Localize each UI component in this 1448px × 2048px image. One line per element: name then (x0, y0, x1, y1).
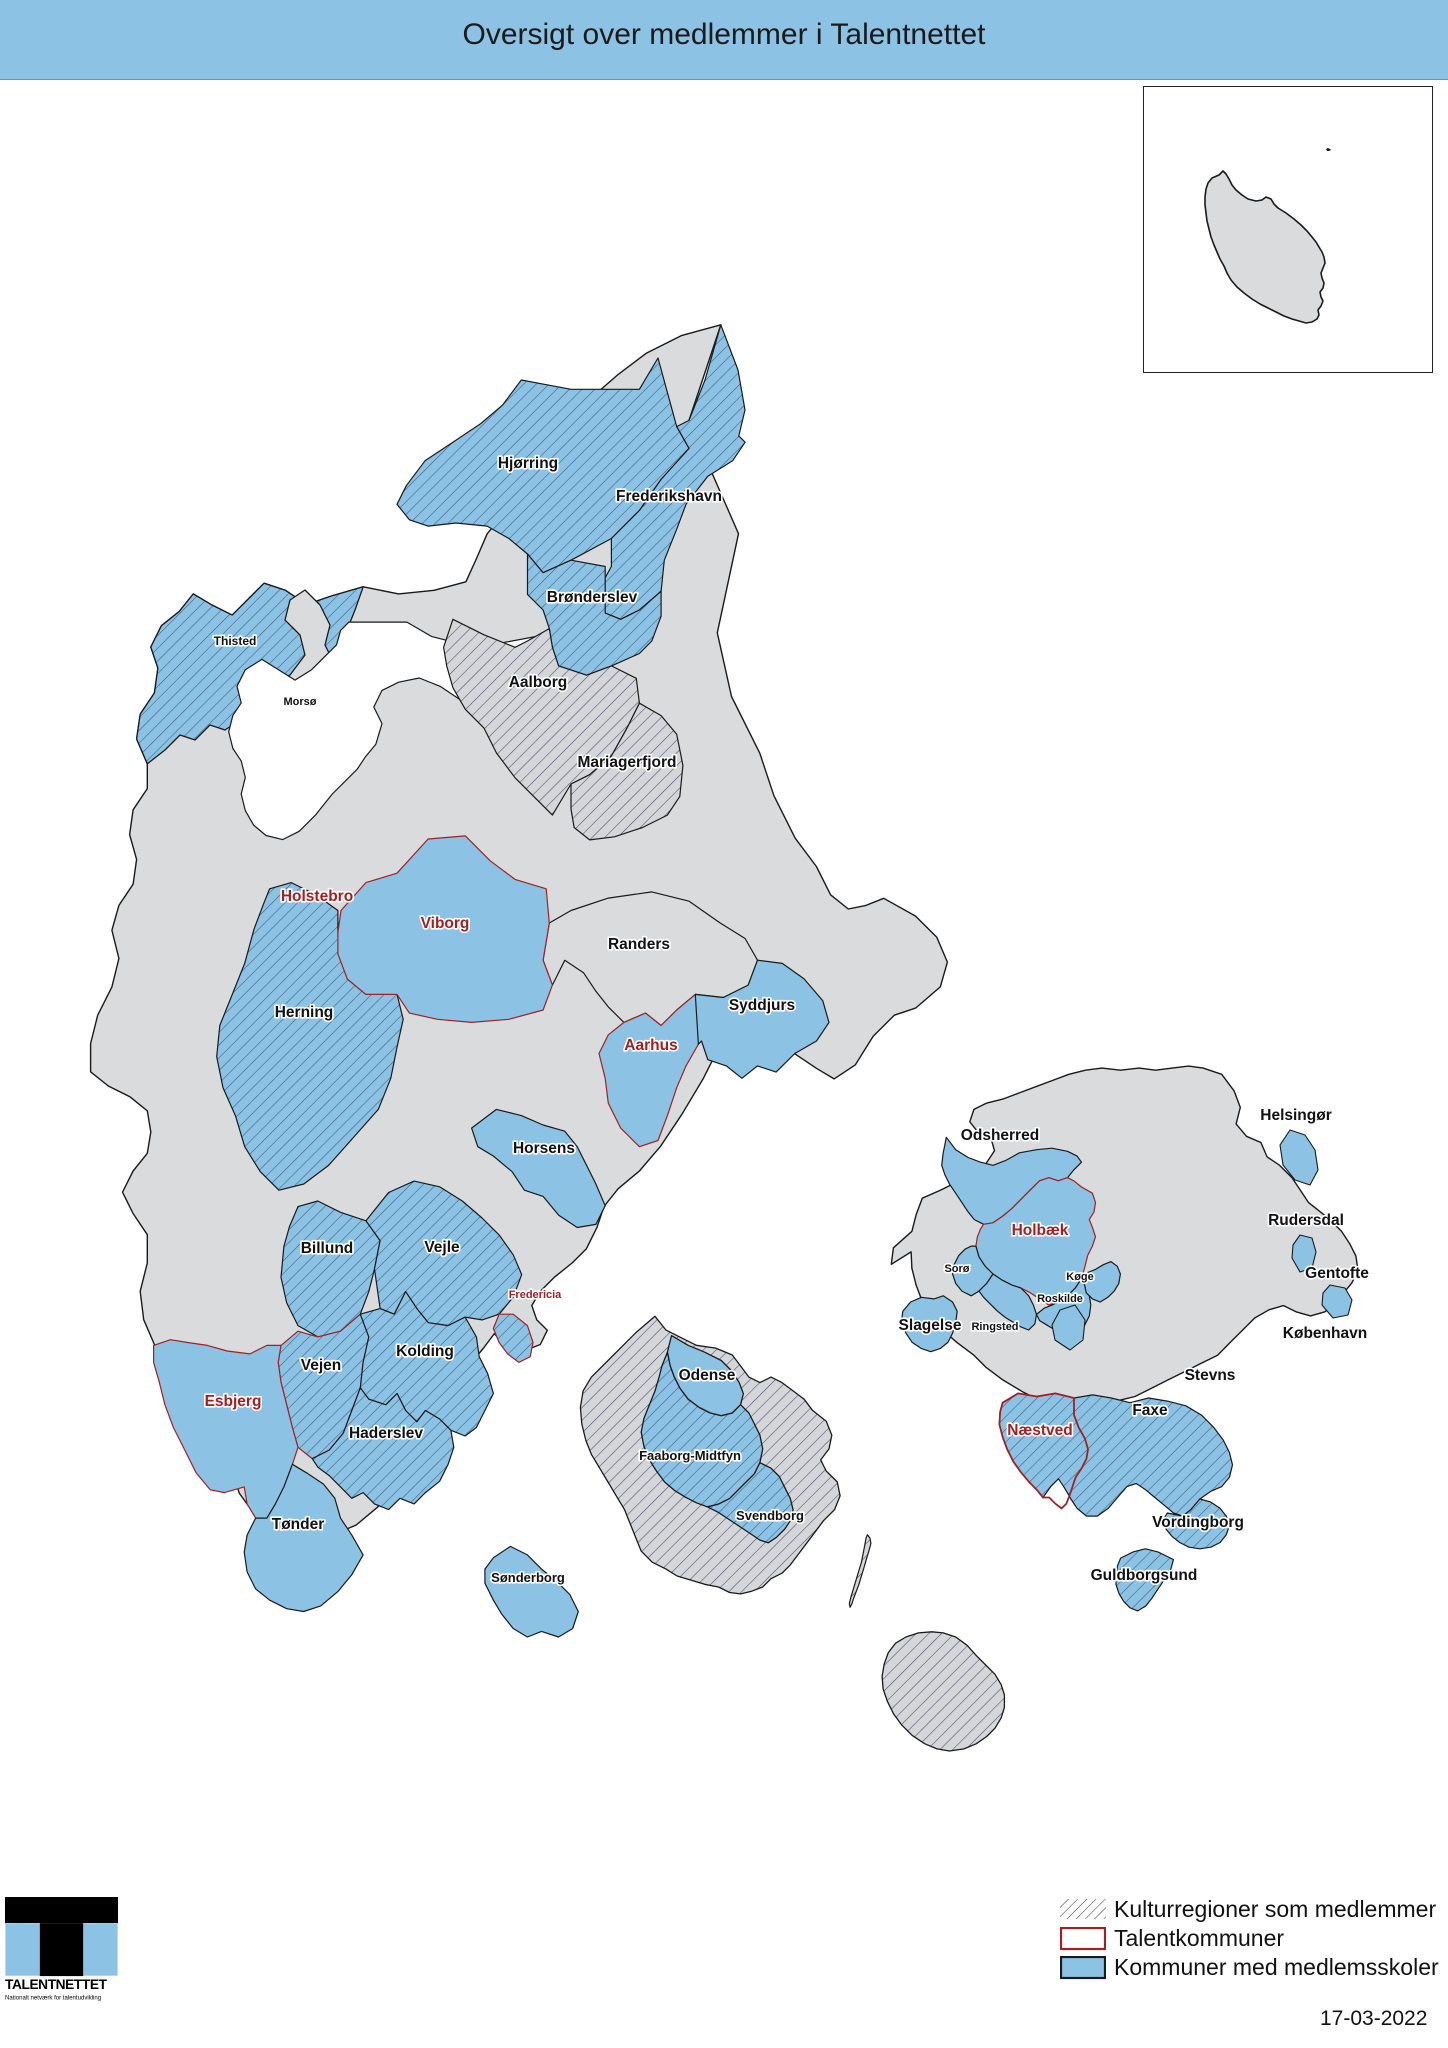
svg-text:Nationalt netværk for talentud: Nationalt netværk for talentudvikling (5, 1996, 101, 2002)
svg-text:Sønderborg: Sønderborg (491, 1570, 565, 1585)
svg-text:Brønderslev: Brønderslev (547, 589, 638, 606)
svg-text:Rudersdal: Rudersdal (1268, 1212, 1344, 1229)
svg-text:Ringsted: Ringsted (971, 1321, 1018, 1333)
svg-text:Fredericia: Fredericia (509, 1289, 562, 1301)
svg-text:Viborg: Viborg (421, 915, 470, 932)
svg-text:Frederikshavn: Frederikshavn (616, 488, 722, 505)
svg-text:Odense: Odense (679, 1367, 736, 1384)
svg-text:Horsens: Horsens (513, 1140, 575, 1157)
svg-text:TALENTNETTET: TALENTNETTET (5, 1977, 108, 1992)
svg-text:Helsingør: Helsingør (1260, 1107, 1331, 1124)
svg-text:Faxe: Faxe (1132, 1402, 1168, 1419)
svg-text:København: København (1283, 1325, 1367, 1342)
svg-text:Svendborg: Svendborg (736, 1508, 804, 1523)
svg-text:Vejen: Vejen (301, 1357, 342, 1374)
svg-text:Guldborgsund: Guldborgsund (1091, 1567, 1198, 1584)
svg-text:Hjørring: Hjørring (498, 455, 558, 472)
svg-text:Vordingborg: Vordingborg (1152, 1514, 1244, 1531)
svg-text:Køge: Køge (1066, 1271, 1094, 1283)
svg-text:Tønder: Tønder (272, 1516, 325, 1533)
svg-text:Mariagerfjord: Mariagerfjord (577, 754, 676, 771)
svg-text:Slagelse: Slagelse (899, 1317, 962, 1334)
svg-text:Holbæk: Holbæk (1012, 1222, 1069, 1239)
svg-text:Syddjurs: Syddjurs (729, 997, 795, 1014)
svg-text:Aalborg: Aalborg (509, 674, 568, 691)
svg-text:Haderslev: Haderslev (349, 1425, 423, 1442)
svg-text:Stevns: Stevns (1185, 1367, 1236, 1384)
svg-text:Kolding: Kolding (396, 1343, 454, 1360)
svg-text:Vejle: Vejle (424, 1239, 460, 1256)
svg-text:Odsherred: Odsherred (961, 1127, 1039, 1144)
svg-text:Randers: Randers (608, 936, 670, 953)
svg-text:Faaborg-Midtfyn: Faaborg-Midtfyn (639, 1448, 741, 1463)
svg-text:Billund: Billund (301, 1240, 354, 1257)
svg-text:Næstved: Næstved (1007, 1422, 1072, 1439)
svg-text:Thisted: Thisted (214, 634, 257, 648)
svg-text:Aarhus: Aarhus (624, 1037, 677, 1054)
svg-text:Herning: Herning (275, 1004, 334, 1021)
svg-text:Roskilde: Roskilde (1037, 1293, 1083, 1305)
svg-text:Gentofte: Gentofte (1305, 1265, 1369, 1282)
svg-text:Holstebro: Holstebro (281, 888, 353, 905)
svg-text:Morsø: Morsø (284, 696, 317, 708)
svg-text:Sorø: Sorø (944, 1263, 969, 1275)
svg-text:Esbjerg: Esbjerg (205, 1393, 262, 1410)
